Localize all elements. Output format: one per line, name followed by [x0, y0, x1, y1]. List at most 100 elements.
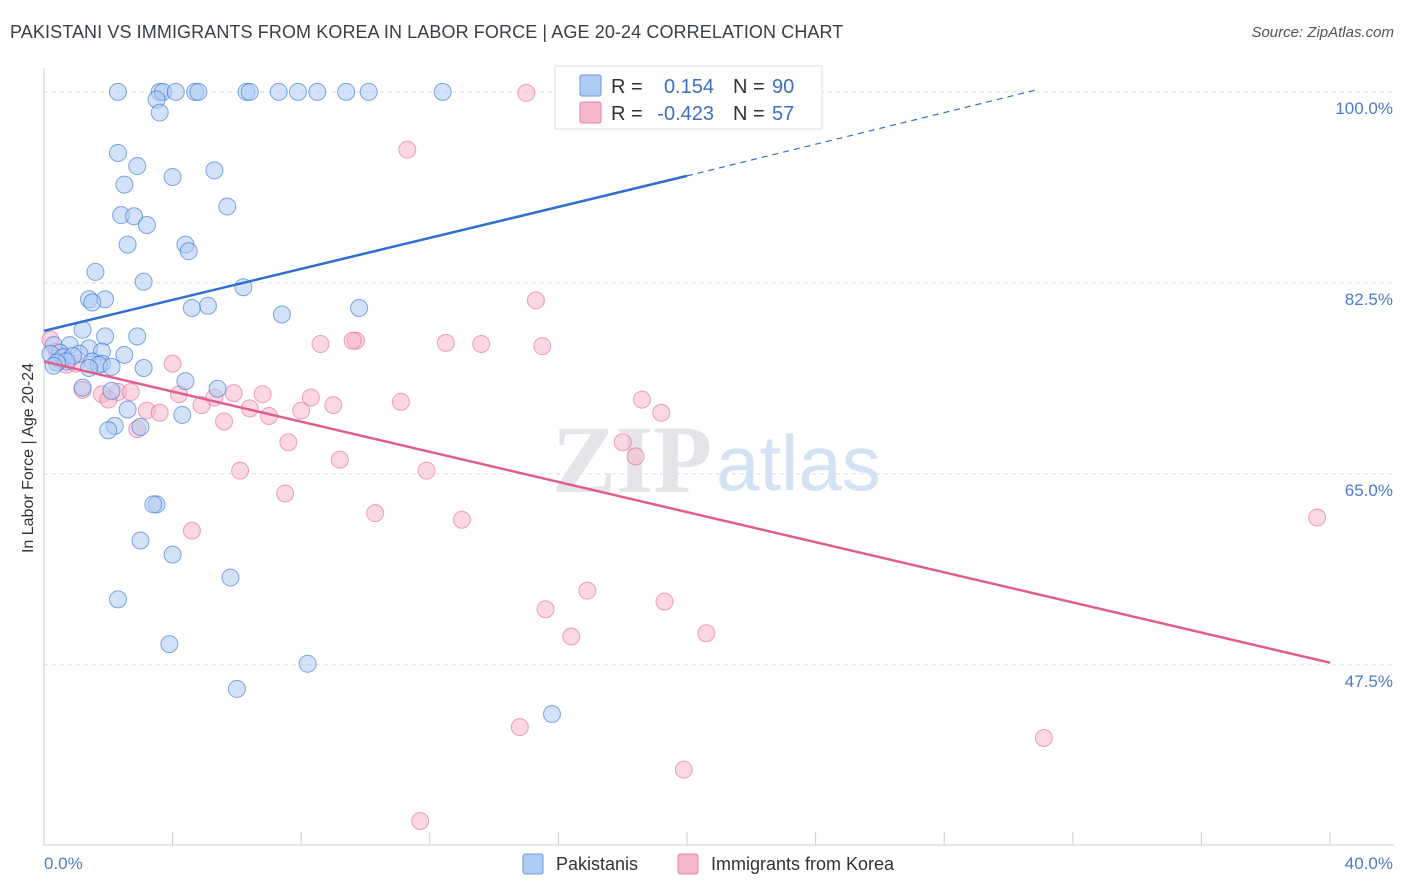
pakistanis-point	[102, 381, 121, 400]
pakistanis-point	[134, 272, 153, 291]
pakistanis-point	[308, 82, 327, 101]
legend-swatch-pakistanis	[579, 74, 602, 97]
korea-point	[652, 403, 671, 422]
legend-stats-box: R = 0.154 N = 90 R = -0.423 N = 57	[554, 65, 823, 130]
pakistanis-point	[298, 654, 317, 673]
trend-lines	[43, 89, 1331, 664]
korea-point	[301, 388, 320, 407]
watermark-atlas: atlas	[716, 419, 881, 507]
korea-point	[279, 433, 298, 452]
legend-bottom-label-pakistanis: Pakistanis	[556, 854, 638, 874]
pakistanis-point	[269, 82, 288, 101]
pakistanis-point	[108, 82, 127, 101]
axes	[43, 68, 1394, 846]
y-tick-label: 100.0%	[1335, 99, 1393, 118]
korea-point	[231, 461, 250, 480]
legend-swatch-korea	[579, 101, 602, 124]
y-tick-label: 82.5%	[1345, 290, 1393, 309]
pakistanis-point	[173, 405, 192, 424]
korea-point	[366, 504, 385, 523]
pakistanis-point	[189, 82, 208, 101]
y-axis-label: In Labor Force | Age 20-24	[20, 363, 37, 553]
korea-point	[436, 333, 455, 352]
korea-point	[452, 510, 471, 529]
legend-bottom-label-korea: Immigrants from Korea	[711, 854, 895, 874]
pakistanis-point	[359, 82, 378, 101]
korea-point	[578, 581, 597, 600]
pakistanis-point	[208, 379, 227, 398]
korea-point	[655, 592, 674, 611]
pakistanis-point	[350, 298, 369, 317]
y-tick-label: 65.0%	[1345, 481, 1393, 500]
x-tick-label: 40.0%	[1345, 854, 1393, 873]
pakistanis-point	[240, 82, 259, 101]
series-pakistanis-points	[41, 82, 561, 724]
korea-point	[391, 392, 410, 411]
pakistanis-point	[227, 679, 246, 698]
pakistanis-point	[182, 298, 201, 317]
pakistanis-point	[288, 82, 307, 101]
korea-point	[292, 401, 311, 420]
korea-point	[182, 521, 201, 540]
pakistanis-point	[86, 262, 105, 281]
legend-bottom-swatch-korea	[677, 853, 699, 875]
korea-point	[398, 140, 417, 159]
pakistanis-point	[134, 358, 153, 377]
pakistanis-point	[218, 197, 237, 216]
korea-point	[1034, 729, 1053, 748]
pakistanis-point	[131, 417, 150, 436]
korea-point	[697, 624, 716, 643]
source-label: Source: ZipAtlas.com	[1251, 24, 1394, 41]
pakistanis-point	[73, 378, 92, 397]
legend-r-label-2: R =	[611, 103, 643, 125]
legend-r-value-1: 0.154	[664, 76, 714, 98]
pakistanis-point	[118, 400, 137, 419]
pakistanis-point	[433, 82, 452, 101]
korea-point	[324, 396, 343, 415]
pakistanis-point	[108, 590, 127, 609]
legend-n-label-1: N =	[733, 76, 765, 98]
korea-point	[562, 627, 581, 646]
pakistanis-trend-line	[43, 174, 688, 333]
korea-point	[632, 390, 651, 409]
pakistanis-point	[83, 293, 102, 312]
korea-point	[163, 354, 182, 373]
pakistanis-point	[118, 235, 137, 254]
series-legend: Pakistanis Immigrants from Korea	[522, 853, 895, 875]
pakistanis-point	[163, 167, 182, 186]
pakistanis-point	[337, 82, 356, 101]
pakistanis-point	[198, 296, 217, 315]
y-tick-labels: 100.0% 82.5% 65.0% 47.5%	[1335, 99, 1393, 691]
korea-point	[510, 718, 529, 737]
gridlines	[44, 91, 1394, 666]
korea-point	[224, 384, 243, 403]
legend-bottom-swatch-pakistanis	[522, 853, 544, 875]
korea-point	[674, 760, 693, 779]
pakistanis-point	[128, 327, 147, 346]
pakistanis-point	[108, 143, 127, 162]
legend-r-label-1: R =	[611, 76, 643, 98]
pakistanis-point	[137, 216, 156, 234]
korea-point	[330, 450, 349, 469]
pakistanis-point	[160, 635, 179, 654]
korea-point	[253, 385, 272, 404]
korea-point	[411, 811, 430, 830]
korea-point	[150, 403, 169, 422]
korea-point	[215, 412, 234, 431]
korea-point	[613, 433, 632, 452]
korea-point	[343, 331, 362, 350]
pakistanis-point	[542, 705, 561, 724]
pakistanis-point	[128, 157, 147, 176]
korea-point	[472, 334, 491, 353]
korea-point	[192, 396, 211, 415]
korea-point	[276, 484, 295, 503]
korea-point	[517, 83, 536, 102]
pakistanis-point	[221, 568, 240, 587]
korea-point	[121, 383, 140, 402]
legend-n-value-1: 90	[772, 76, 794, 98]
pakistanis-point	[179, 242, 198, 261]
legend-n-label-2: N =	[733, 103, 765, 125]
pakistanis-point	[176, 372, 195, 391]
legend-n-value-2: 57	[772, 103, 794, 125]
